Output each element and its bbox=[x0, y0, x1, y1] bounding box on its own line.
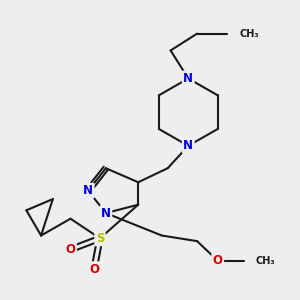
Text: N: N bbox=[183, 139, 193, 152]
Text: N: N bbox=[101, 207, 111, 220]
Text: O: O bbox=[89, 263, 99, 276]
Text: N: N bbox=[183, 72, 193, 85]
Text: O: O bbox=[65, 243, 76, 256]
Text: O: O bbox=[213, 254, 223, 267]
Text: CH₃: CH₃ bbox=[240, 28, 260, 39]
Text: N: N bbox=[83, 184, 93, 197]
Text: S: S bbox=[96, 232, 104, 245]
Text: CH₃: CH₃ bbox=[256, 256, 276, 266]
